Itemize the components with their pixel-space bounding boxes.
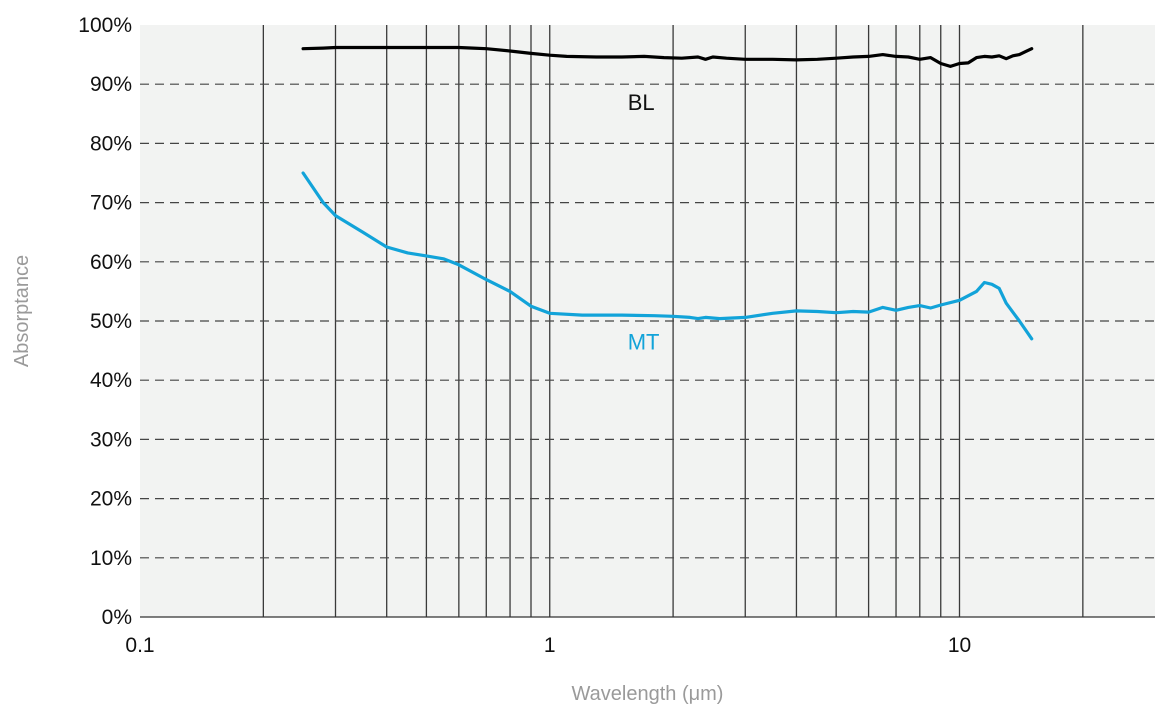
y-tick-label: 10% (90, 547, 132, 570)
x-tick-label: 1 (544, 634, 556, 657)
series-line-mt (301, 171, 1034, 341)
series-label-mt: MT (628, 330, 660, 355)
grid-lines (140, 25, 1155, 618)
series-labels: BL MT (628, 90, 660, 355)
y-tick-label: 80% (90, 132, 132, 155)
y-tick-label: 30% (90, 428, 132, 451)
y-tick-label: 60% (90, 251, 132, 274)
y-tick-label: 20% (90, 488, 132, 511)
y-tick-labels: 0% 10% 20% 30% 40% 50% 60% 70% 80% 90% 100% (78, 14, 132, 629)
y-tick-label: 100% (78, 14, 132, 37)
x-tick-label: 0.1 (125, 634, 154, 657)
y-tick-label: 40% (90, 369, 132, 392)
x-axis-title: Wavelength (μm) (572, 683, 724, 705)
y-tick-label: 90% (90, 73, 132, 96)
x-tick-label: 10 (948, 634, 971, 657)
y-axis-title: Absorptance (11, 255, 33, 367)
y-tick-label: 70% (90, 192, 132, 215)
y-tick-label: 50% (90, 310, 132, 333)
series-lines (301, 45, 1034, 341)
series-line-bl (301, 45, 1034, 69)
y-tick-label: 0% (102, 606, 132, 629)
series-label-bl: BL (628, 90, 655, 115)
x-tick-labels: 0.1 1 10 (125, 634, 971, 657)
